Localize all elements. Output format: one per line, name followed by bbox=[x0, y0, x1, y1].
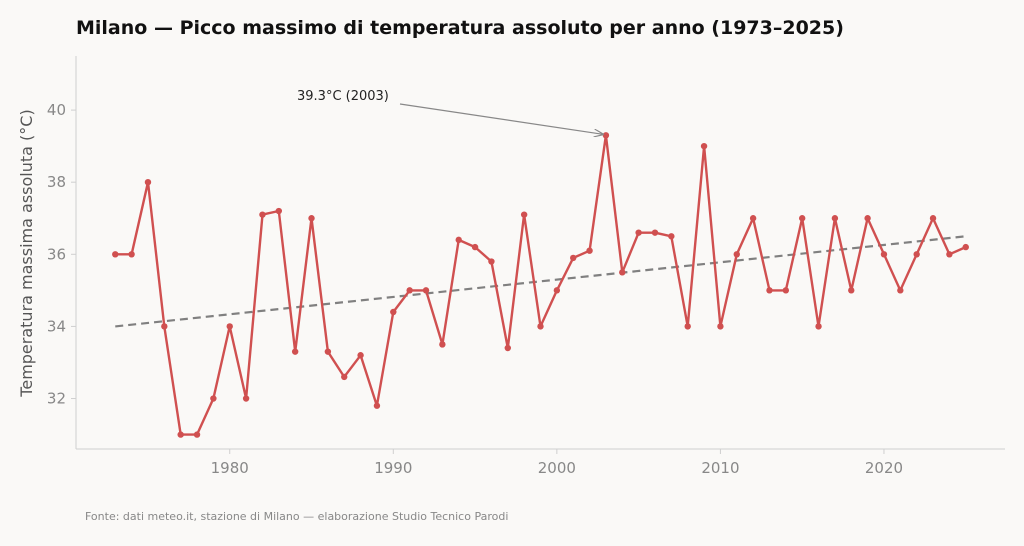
data-point bbox=[422, 287, 430, 294]
data-point bbox=[341, 373, 348, 381]
data-point bbox=[717, 323, 724, 330]
data-point bbox=[357, 352, 364, 359]
data-point bbox=[275, 207, 283, 215]
data-point bbox=[210, 395, 217, 402]
data-point bbox=[406, 287, 413, 294]
annotation-label: 39.3°C (2003) bbox=[297, 89, 389, 104]
data-point bbox=[586, 247, 593, 254]
data-point bbox=[880, 251, 888, 258]
x-tick-label: 2010 bbox=[701, 459, 739, 477]
data-point bbox=[259, 211, 266, 218]
data-point bbox=[798, 215, 806, 222]
data-point bbox=[291, 348, 299, 355]
data-point bbox=[112, 251, 119, 258]
annotation-arrow bbox=[399, 103, 603, 134]
annotations: 39.3°C (2003) bbox=[297, 89, 603, 134]
data-point bbox=[373, 402, 381, 409]
y-ticks: 32 34 36 38 40 bbox=[47, 101, 76, 408]
data-point bbox=[308, 215, 315, 222]
data-point bbox=[439, 341, 446, 348]
data-point bbox=[733, 251, 740, 258]
y-tick-label: 40 bbox=[47, 101, 66, 119]
y-tick-label: 34 bbox=[47, 317, 66, 335]
data-point bbox=[504, 344, 511, 352]
data-point bbox=[848, 287, 855, 294]
data-point bbox=[455, 236, 462, 244]
data-point bbox=[242, 395, 250, 402]
data-point bbox=[537, 323, 544, 330]
data-point bbox=[488, 258, 495, 265]
data-point bbox=[177, 431, 184, 438]
data-point bbox=[570, 254, 577, 262]
data-point bbox=[749, 215, 757, 222]
data-point bbox=[700, 142, 708, 150]
data-point bbox=[635, 229, 642, 236]
data-point bbox=[128, 251, 135, 258]
data-point bbox=[766, 287, 773, 294]
data-point bbox=[782, 287, 790, 294]
data-point bbox=[946, 251, 953, 258]
x-tick-label: 1990 bbox=[374, 459, 412, 477]
data-point bbox=[897, 287, 904, 294]
x-ticks: 1980 1990 2000 2010 2020 bbox=[211, 449, 903, 477]
data-point bbox=[831, 215, 839, 222]
x-tick-label: 1980 bbox=[211, 459, 249, 477]
plot-area bbox=[112, 132, 969, 438]
data-point bbox=[553, 287, 561, 294]
data-point bbox=[226, 323, 233, 330]
data-point bbox=[815, 323, 822, 330]
data-point bbox=[651, 229, 659, 236]
y-tick-label: 36 bbox=[47, 245, 66, 263]
x-tick-label: 2020 bbox=[865, 459, 903, 477]
data-point bbox=[161, 323, 168, 330]
y-axis-label: Temperatura massima assoluta (°C) bbox=[17, 109, 36, 397]
data-point bbox=[929, 215, 937, 222]
data-point bbox=[684, 323, 691, 330]
x-tick-label: 2000 bbox=[538, 459, 576, 477]
data-point bbox=[144, 178, 152, 186]
data-point bbox=[471, 243, 479, 251]
data-point bbox=[668, 233, 675, 240]
series-line bbox=[115, 134, 967, 436]
y-tick-label: 38 bbox=[47, 173, 66, 191]
data-point bbox=[390, 308, 397, 316]
trend-line bbox=[115, 235, 966, 328]
data-point bbox=[324, 348, 332, 355]
data-point bbox=[962, 243, 969, 251]
data-point bbox=[193, 431, 201, 438]
data-point bbox=[864, 215, 871, 222]
source-note: Fonte: dati meteo.it, stazione di Milano… bbox=[85, 510, 508, 523]
data-point bbox=[602, 132, 610, 139]
y-tick-label: 32 bbox=[47, 390, 66, 408]
data-point bbox=[913, 251, 920, 258]
data-point bbox=[619, 269, 626, 276]
chart-title: Milano — Picco massimo di temperatura as… bbox=[76, 17, 844, 39]
data-point bbox=[520, 211, 528, 218]
